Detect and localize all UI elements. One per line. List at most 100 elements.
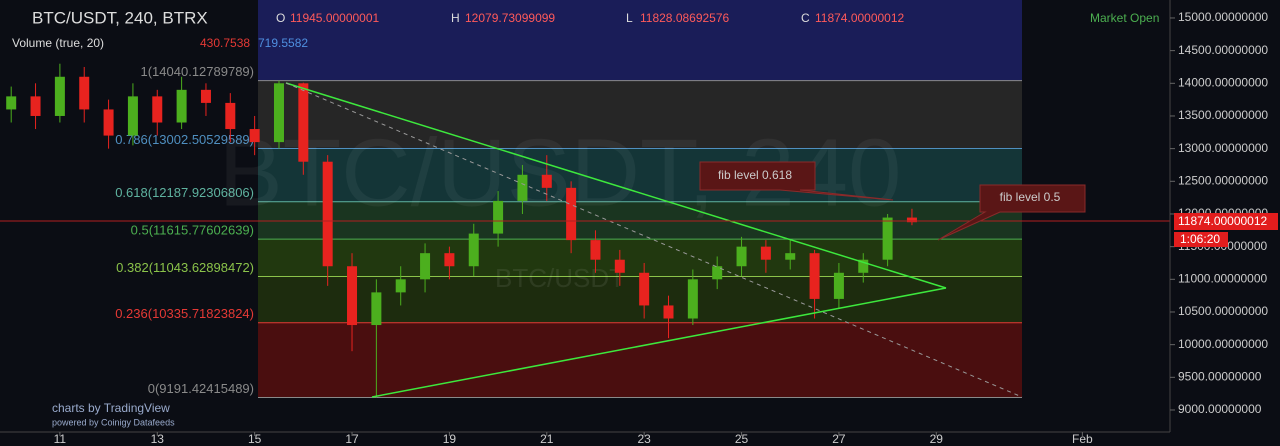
candle-body	[371, 292, 382, 326]
candle-body	[273, 83, 284, 143]
y-tick-label: 13500.00000000	[1178, 108, 1268, 122]
candle-body	[858, 259, 869, 273]
candle-body	[590, 240, 601, 260]
candle-body	[225, 102, 236, 130]
fib-label: 0(9191.42415489)	[148, 381, 254, 396]
y-tick-label: 9000.00000000	[1178, 402, 1262, 416]
last-price: 11874.00000012	[1178, 214, 1268, 228]
candle-body	[152, 96, 163, 123]
x-tick-label: 25	[735, 432, 749, 446]
candle-body	[200, 89, 211, 103]
ohlc-key: L	[626, 11, 633, 25]
y-tick-label: 13000.00000000	[1178, 141, 1268, 155]
callout	[699, 161, 894, 201]
candle-body	[176, 89, 187, 123]
annotation: fib level 0.5	[1000, 190, 1061, 204]
fib-label: 1(14040.12789789)	[141, 64, 255, 79]
candle-body	[127, 96, 138, 136]
volume-value: 430.7538	[200, 36, 250, 50]
y-tick-label: 10000.00000000	[1178, 337, 1268, 351]
volume-label: Volume (true, 20)	[12, 36, 104, 50]
drawings: fib level 0.618 fib level 0.5	[0, 82, 1170, 398]
y-tick-label: 14500.00000000	[1178, 43, 1268, 57]
ohlc-value: 12079.73099099	[465, 11, 555, 25]
branding: charts by TradingView	[52, 401, 170, 415]
countdown: 1:06:20	[1180, 232, 1220, 246]
x-tick-label: 19	[443, 432, 457, 446]
x-tick-label: 27	[832, 432, 846, 446]
candle-body	[882, 217, 893, 260]
y-tick-label: 15000.00000000	[1178, 10, 1268, 24]
x-tick-label: Feb	[1072, 432, 1093, 446]
fib-label: 0.236(10335.71823824)	[115, 306, 254, 321]
annotation: fib level 0.618	[718, 168, 792, 182]
candle-body	[687, 279, 698, 319]
candle-body	[833, 272, 844, 299]
ohlc-value: 11874.00000012	[815, 11, 905, 25]
candle-body	[54, 76, 65, 116]
x-tick-label: 11	[54, 432, 67, 446]
fib-label: 0.618(12187.92306806)	[115, 185, 254, 200]
y-tick-label: 10500.00000000	[1178, 304, 1268, 318]
candle-body	[566, 187, 577, 241]
watermark-small: BTC/USDT	[495, 263, 625, 293]
candle-body	[493, 200, 504, 234]
y-tick-label: 9500.00000000	[1178, 369, 1262, 383]
fib-label: 0.5(11615.77602639)	[131, 223, 254, 238]
trend-line	[371, 287, 947, 398]
branding: powered by Coinigy Datafeeds	[52, 417, 175, 427]
candle-body	[541, 174, 552, 188]
x-tick-label: 23	[637, 432, 651, 446]
fib-band	[258, 239, 1022, 277]
candle-body	[298, 83, 309, 162]
x-tick-label: 15	[248, 432, 262, 446]
callout	[937, 184, 1086, 241]
candle-body	[249, 129, 260, 143]
fib-band	[258, 201, 1022, 240]
x-tick-label: 29	[930, 432, 944, 446]
candle-body	[468, 233, 479, 267]
ohlc-value: 11945.00000001	[290, 11, 380, 25]
candle-body	[103, 109, 114, 136]
y-tick-label: 11000.00000000	[1178, 271, 1268, 285]
ohlc-key: C	[801, 11, 810, 25]
candle-body	[712, 266, 723, 280]
ohlc-value: 11828.08692576	[640, 11, 730, 25]
fib-band	[258, 322, 1022, 398]
candle-body	[395, 279, 406, 293]
trend-line	[285, 82, 1023, 398]
fib-top-band	[258, 0, 1022, 83]
candle-body	[809, 253, 820, 299]
market-status[interactable]: Market Open	[1090, 11, 1159, 25]
candle-body	[79, 76, 90, 110]
x-tick-label: 13	[151, 432, 165, 446]
countdown-box	[1174, 232, 1228, 247]
candle-body	[444, 253, 455, 267]
candle-body	[639, 272, 650, 306]
candle-body	[760, 246, 771, 260]
symbol-title: BTC/USDT, 240, BTRX	[32, 8, 208, 27]
candle-body	[736, 246, 747, 267]
candle-body	[30, 96, 41, 116]
candle-body	[347, 266, 358, 326]
candle-body	[906, 217, 917, 223]
candle-body	[785, 253, 796, 260]
trend-line	[285, 82, 947, 289]
y-tick-label: 14000.00000000	[1178, 75, 1268, 89]
candle-body	[6, 96, 17, 110]
fib-label: 0.382(11043.62898472)	[116, 260, 254, 275]
candle-body	[614, 259, 625, 273]
y-tick-label: 12500.00000000	[1178, 173, 1268, 187]
ohlc-key: O	[276, 11, 285, 25]
last-price-box	[1174, 213, 1278, 230]
x-tick-label: 17	[345, 432, 359, 446]
volume-value: 719.5582	[258, 36, 308, 50]
candle-body	[322, 161, 333, 267]
candle-body	[663, 305, 674, 319]
fib-label: 0.786(13002.50529589)	[115, 132, 254, 147]
ohlc-key: H	[451, 11, 460, 25]
candle-body	[517, 174, 528, 201]
x-tick-label: 21	[540, 432, 554, 446]
